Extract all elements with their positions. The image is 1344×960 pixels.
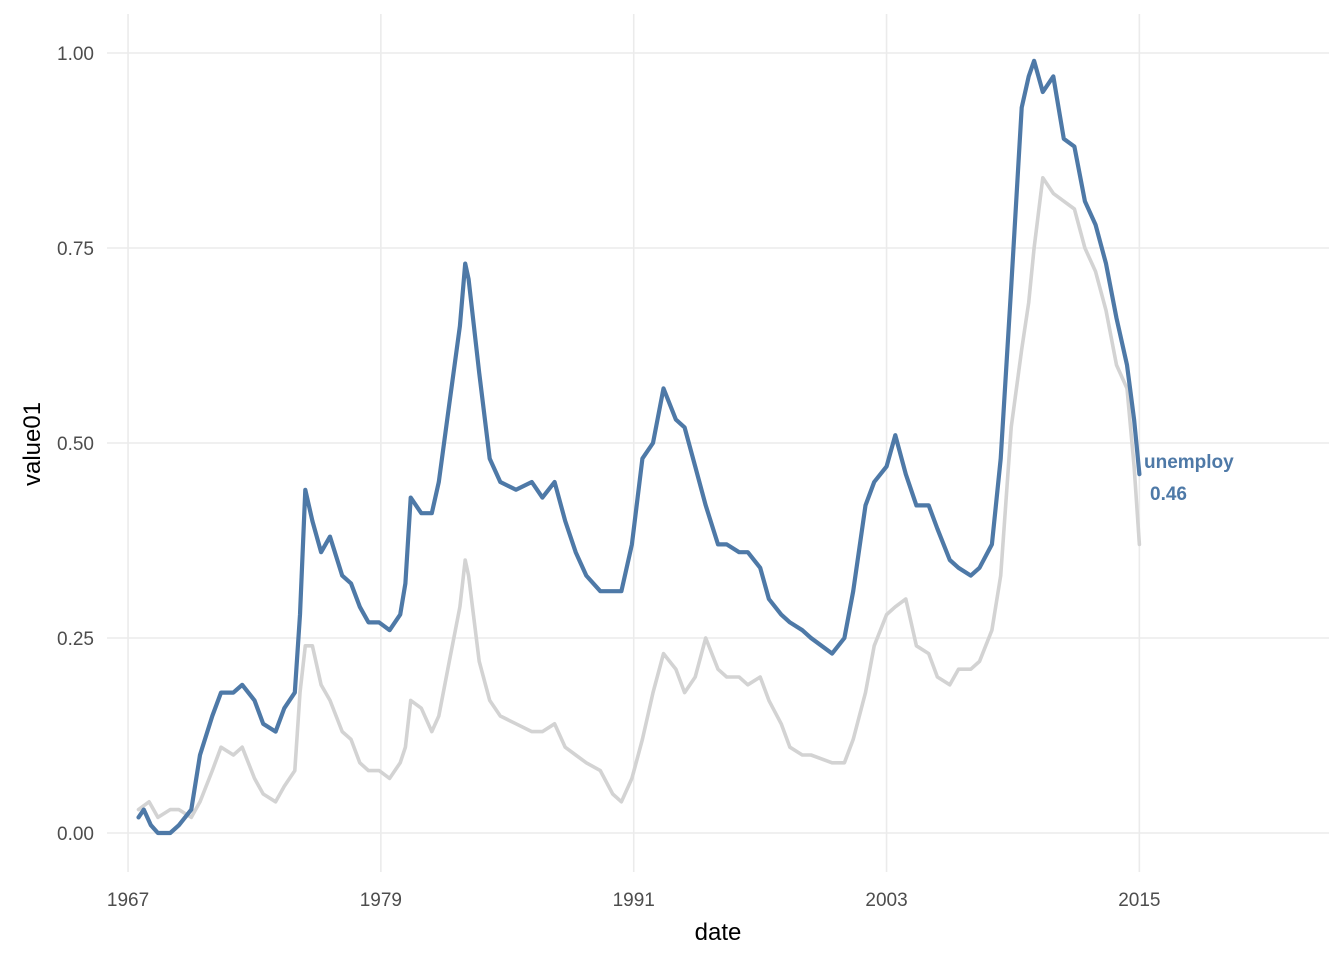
y-tick-label: 0.75 — [57, 239, 94, 260]
grid-lines — [107, 14, 1329, 872]
series-line-context — [136, 176, 1142, 820]
y-tick-label: 0.50 — [57, 434, 94, 455]
y-tick-label: 0.25 — [57, 629, 94, 650]
end-label-value: 0.46 — [1150, 484, 1187, 505]
series-line-unemploy — [136, 58, 1142, 836]
x-tick-label: 2015 — [1118, 890, 1160, 911]
y-tick-label: 1.00 — [57, 44, 94, 65]
y-axis-tick-labels: 0.00 0.25 0.50 0.75 1.00 — [57, 44, 94, 845]
x-axis-title: date — [695, 919, 742, 946]
x-tick-label: 1979 — [360, 890, 402, 911]
x-tick-label: 1967 — [107, 890, 149, 911]
x-tick-label: 2003 — [865, 890, 907, 911]
y-axis-title: value01 — [19, 402, 46, 486]
end-label-series-name: unemploy — [1144, 452, 1234, 473]
x-tick-label: 1991 — [613, 890, 655, 911]
y-tick-label: 0.00 — [57, 824, 94, 845]
series-layer — [136, 58, 1142, 836]
x-axis-tick-labels: 1967 1979 1991 2003 2015 — [107, 890, 1161, 911]
